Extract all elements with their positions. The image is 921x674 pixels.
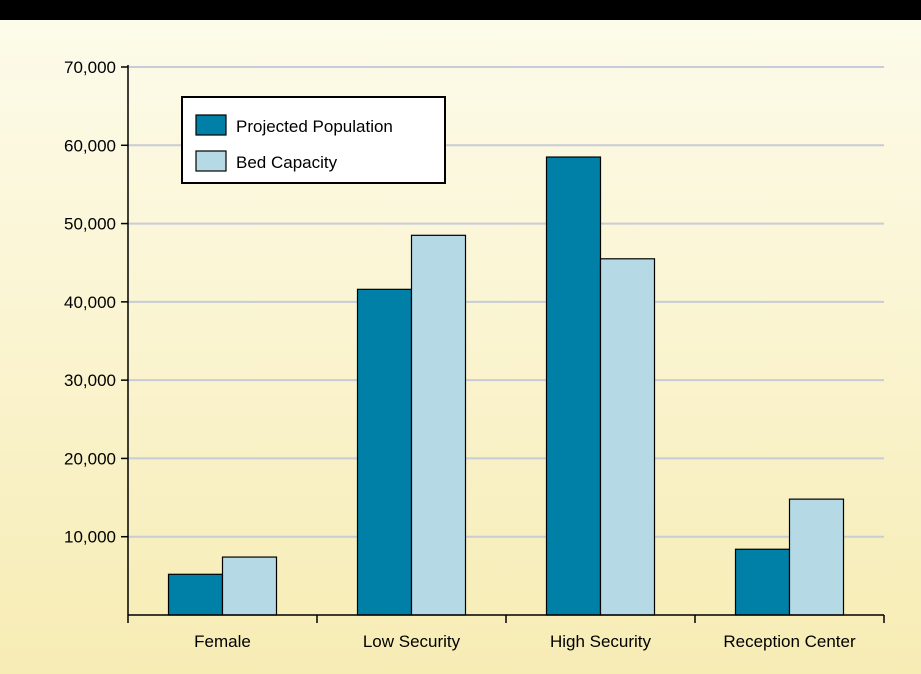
bar-projected-population-reception-center: [734, 548, 791, 616]
y-tick-label: 40,000: [64, 293, 116, 312]
legend-label-projected-population: Projected Population: [236, 117, 393, 136]
y-tick-label: 70,000: [64, 58, 116, 77]
bar-bed-capacity-high-security: [599, 258, 656, 616]
y-tick-label: 60,000: [64, 136, 116, 155]
bar-projected-population-high-security: [545, 156, 602, 616]
axes: 10,000 20,000 30,000 40,000 50,000 60,000 70,0…: [64, 58, 885, 651]
x-tick-label: High Security: [550, 632, 652, 651]
legend-swatch-bed-capacity: [195, 150, 227, 172]
y-tick-label: 30,000: [64, 371, 116, 390]
legend: Projected Population Bed Capacity: [181, 96, 446, 184]
legend-swatch-projected-population: [195, 114, 227, 136]
x-tick-label: Female: [194, 632, 251, 651]
bar-projected-population-low-security: [356, 288, 413, 616]
bar-bed-capacity-female: [221, 556, 278, 616]
bar-bed-capacity-low-security: [410, 234, 467, 616]
gridlines: [128, 66, 884, 538]
bar-projected-population-female: [167, 573, 224, 616]
x-tick-label: Low Security: [363, 632, 461, 651]
y-tick-label: 10,000: [64, 528, 116, 547]
y-tick-label: 50,000: [64, 215, 116, 234]
legend-label-bed-capacity: Bed Capacity: [236, 153, 338, 172]
header-bar: [0, 0, 921, 20]
bar-bed-capacity-reception-center: [788, 498, 845, 616]
y-tick-label: 20,000: [64, 449, 116, 468]
x-tick-label: Reception Center: [723, 632, 856, 651]
